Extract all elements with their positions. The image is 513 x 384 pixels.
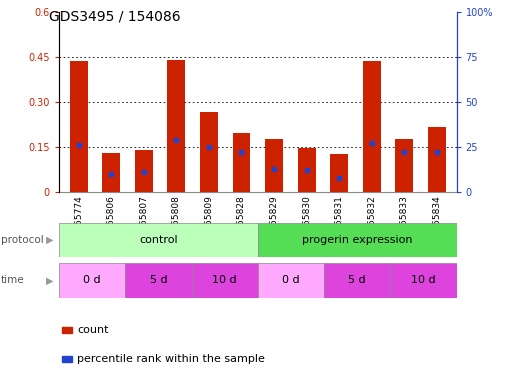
Text: 10 d: 10 d [212,275,237,285]
Text: ▶: ▶ [46,275,54,285]
Bar [59,263,125,298]
Bar [258,223,457,257]
Bar [102,153,120,192]
Bar [363,61,381,192]
Bar [167,60,185,192]
Bar [59,223,258,257]
Text: 0 d: 0 d [282,275,300,285]
Text: 10 d: 10 d [411,275,436,285]
Bar [265,139,283,192]
Bar [258,263,324,298]
Text: count: count [77,325,108,335]
Text: progerin expression: progerin expression [302,235,412,245]
Text: GDS3495 / 154086: GDS3495 / 154086 [49,10,181,23]
Bar [135,150,153,192]
Bar [396,139,413,192]
Text: control: control [139,235,177,245]
Text: percentile rank within the sample: percentile rank within the sample [77,354,265,364]
Text: 5 d: 5 d [348,275,366,285]
Bar [390,263,457,298]
Bar [232,133,250,192]
Text: ▶: ▶ [46,235,54,245]
Text: 0 d: 0 d [83,275,101,285]
Text: time: time [1,275,25,285]
Bar [191,263,258,298]
Bar [428,127,446,192]
Bar [125,263,191,298]
Text: 5 d: 5 d [150,275,167,285]
Bar [70,61,88,192]
Bar [330,154,348,192]
Text: protocol: protocol [1,235,44,245]
Bar [298,148,315,192]
Bar [200,112,218,192]
Bar [324,263,390,298]
